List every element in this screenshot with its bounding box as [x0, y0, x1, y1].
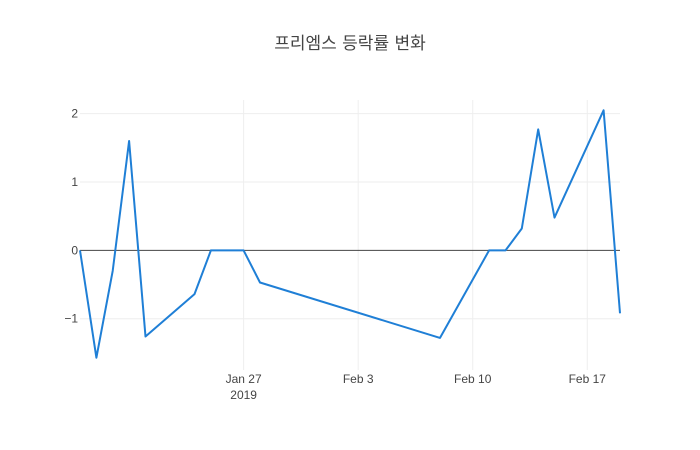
- axes: Jan 27 2019 Feb 3 Feb 10 Feb 17 2 1 0 −1: [64, 107, 606, 402]
- x-tick-sublabel: 2019: [230, 388, 257, 402]
- y-tick-label: −1: [64, 312, 78, 326]
- x-tick-label: Feb 10: [454, 372, 492, 386]
- y-tick-label: 0: [71, 243, 78, 257]
- x-tick-label: Jan 27: [226, 372, 262, 386]
- y-tick-label: 2: [71, 107, 78, 121]
- x-tick-label: Feb 3: [343, 372, 374, 386]
- series-layer: [79, 109, 621, 359]
- series-line: [79, 109, 621, 359]
- y-tick-label: 1: [71, 175, 78, 189]
- chart-title: 프리엠스 등락률 변화: [274, 34, 426, 54]
- x-tick-label: Feb 17: [569, 372, 607, 386]
- grid: [80, 100, 620, 370]
